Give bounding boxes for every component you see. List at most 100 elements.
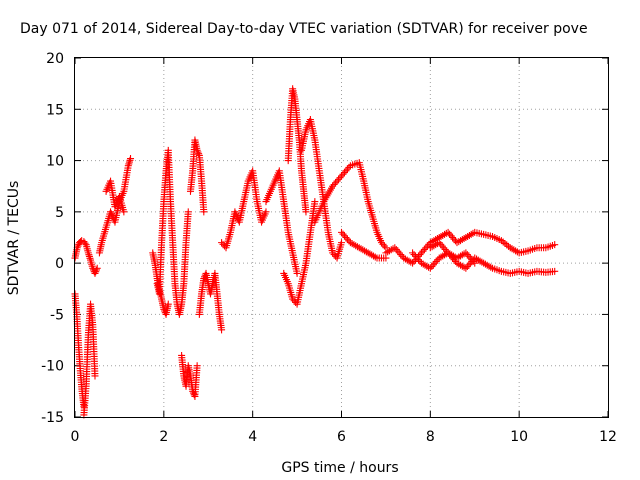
data-point [460, 235, 468, 243]
data-point [551, 241, 559, 249]
data-point [329, 249, 337, 257]
data-point [369, 252, 377, 260]
data-point [428, 263, 436, 271]
data-point [362, 248, 370, 256]
data-point [338, 172, 345, 180]
data-point [391, 244, 399, 252]
data-point [357, 245, 365, 253]
data-point [293, 269, 301, 277]
data-point [420, 245, 428, 253]
data-point [435, 254, 443, 262]
data-point [465, 252, 473, 260]
data-point [332, 179, 340, 187]
data-point [193, 146, 201, 154]
tick-labels: 0 2 4 6 8 10 12 -15 -10 -5 0 5 10 15 20 [41, 51, 617, 445]
data-point [444, 228, 452, 236]
data-point [474, 256, 482, 264]
data-point [429, 261, 437, 269]
data-point [485, 262, 493, 270]
data-point [190, 391, 198, 399]
data-point [407, 258, 415, 266]
x-tick-label: 6 [337, 429, 346, 445]
data-point [439, 231, 447, 239]
data-point [469, 257, 477, 265]
data-point [346, 239, 354, 247]
data-point [86, 254, 94, 262]
data-point [465, 261, 473, 269]
data-point [409, 259, 417, 267]
data-point [350, 241, 358, 249]
data-point [184, 208, 192, 216]
data-point [359, 246, 367, 254]
plot-frame [74, 57, 609, 418]
data-point [195, 150, 203, 158]
data-point [487, 263, 495, 271]
y-tick-label: 0 [55, 256, 64, 272]
data-point [499, 238, 507, 246]
data-point [85, 252, 93, 260]
data-point [428, 243, 436, 251]
data-point [426, 244, 434, 252]
data-point [414, 256, 422, 264]
data-point [471, 259, 479, 267]
data-point [439, 252, 447, 260]
data-point [457, 237, 465, 245]
y-tick-label: -10 [41, 359, 64, 375]
data-point [126, 156, 134, 164]
x-tick-label: 12 [599, 429, 617, 445]
data-point [340, 232, 348, 240]
data-point [421, 261, 429, 269]
data-point [457, 252, 465, 260]
data-point [85, 251, 93, 259]
gridlines [75, 58, 608, 417]
data-point [446, 250, 454, 258]
data-point [481, 260, 489, 268]
data-point [462, 249, 470, 257]
data-point [355, 244, 363, 252]
data-point [366, 250, 374, 258]
data-point [510, 246, 518, 254]
data-point [437, 240, 445, 248]
data-point [397, 251, 405, 259]
data-point [364, 249, 372, 257]
data-point [74, 242, 82, 250]
data-point [440, 244, 448, 252]
data-point [497, 237, 505, 245]
data-point [468, 256, 476, 264]
data-point [432, 257, 440, 265]
data-point [200, 208, 208, 216]
data-point [401, 255, 409, 263]
data-point [330, 251, 338, 259]
data-point [419, 247, 427, 255]
data-point [371, 253, 379, 261]
data-point [455, 260, 463, 268]
data-point [385, 247, 393, 255]
data-point [342, 234, 350, 241]
data-point [442, 229, 450, 237]
data-point [93, 264, 101, 272]
data-point [164, 300, 172, 308]
data-point [81, 239, 89, 247]
data-point [343, 165, 351, 173]
data-point [453, 239, 461, 247]
data-point [457, 261, 465, 269]
x-tick-label: 10 [510, 429, 528, 445]
data-point [417, 249, 425, 257]
data-point [340, 169, 348, 177]
data-point [392, 245, 400, 253]
data-point [506, 244, 514, 252]
data-point [333, 177, 341, 185]
data-point [462, 234, 470, 241]
data-point [505, 242, 513, 250]
data-point [426, 264, 434, 272]
data-point [441, 245, 449, 253]
chart-title: Day 071 of 2014, Sidereal Day-to-day VTE… [20, 21, 588, 37]
data-point [460, 250, 468, 258]
data-point [455, 238, 463, 246]
data-point [419, 260, 427, 268]
data-point [449, 252, 457, 260]
data-point [353, 243, 361, 251]
data-point [262, 208, 270, 216]
data-point [455, 253, 463, 261]
